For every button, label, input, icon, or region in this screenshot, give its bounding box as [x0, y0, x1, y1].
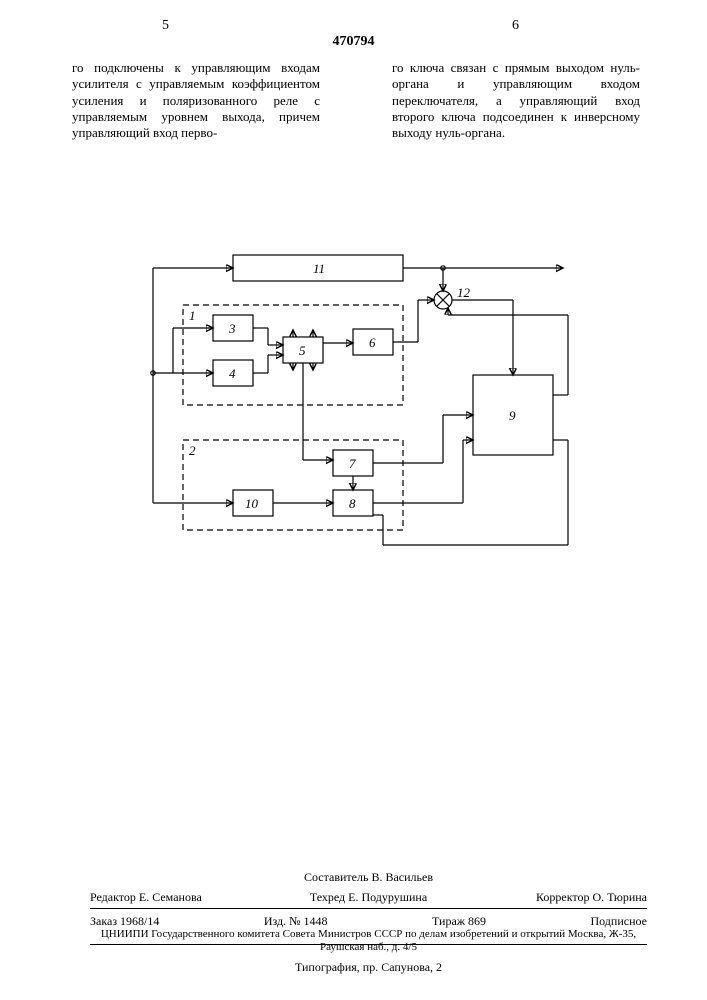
block-11-label: 11: [313, 261, 325, 276]
block-8-label: 8: [349, 496, 356, 511]
footer-tech: Техред Е. Подурушина: [276, 890, 462, 905]
rule-1: [90, 908, 647, 909]
footer-org: ЦНИИПИ Государственного комитета Совета …: [90, 928, 647, 954]
col-number-left: 5: [162, 18, 169, 34]
block-7-label: 7: [349, 456, 356, 471]
footer-editor: Редактор Е. Семанова: [90, 890, 276, 905]
body-text-right: го ключа связан с прямым выходом нуль-ор…: [392, 60, 640, 141]
block-3-label: 3: [228, 321, 236, 336]
footer-meta: Заказ 1968/14 Изд. № 1448 Тираж 869 Подп…: [90, 914, 647, 929]
block-5-label: 5: [299, 343, 306, 358]
body-text-left: го подключены к управляющим входам усили…: [72, 60, 320, 141]
block-12-label: 12: [457, 285, 471, 300]
footer-izd: Изд. № 1448: [264, 914, 328, 929]
block-diagram: 11 1 3 4 5 6 2 7 10: [133, 245, 573, 605]
footer-credits: Редактор Е. Семанова Техред Е. Подурушин…: [90, 890, 647, 905]
footer-sub: Подписное: [590, 914, 647, 929]
footer-compiler: Составитель В. Васильев: [90, 870, 647, 885]
document-number: 470794: [0, 34, 707, 50]
footer-corrector: Корректор О. Тюрина: [461, 890, 647, 905]
rule-2: [90, 944, 647, 945]
col-number-right: 6: [512, 18, 519, 34]
block-6-label: 6: [369, 335, 376, 350]
footer-tirage: Тираж 869: [432, 914, 486, 929]
block-10-label: 10: [245, 496, 259, 511]
footer-typo: Типография, пр. Сапунова, 2: [90, 960, 647, 975]
block-2-label: 2: [189, 443, 196, 458]
block-9-label: 9: [509, 408, 516, 423]
page: 5 6 470794 го подключены к управляющим в…: [0, 0, 707, 1000]
block-1-label: 1: [189, 308, 196, 323]
footer-order: Заказ 1968/14: [90, 914, 159, 929]
block-4-label: 4: [229, 366, 236, 381]
